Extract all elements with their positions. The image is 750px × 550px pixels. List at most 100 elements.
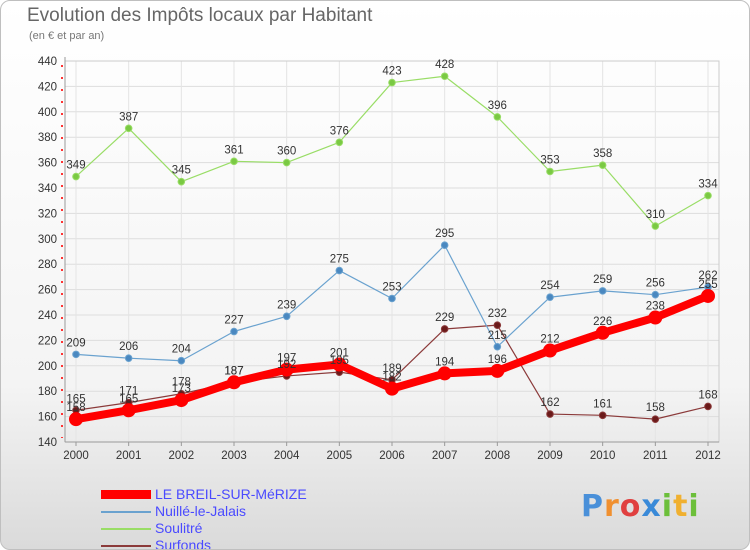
data-label: 215 [488, 330, 507, 342]
data-point [648, 310, 663, 325]
proxiti-logo: Proxiti [581, 489, 700, 524]
data-label: 206 [119, 341, 138, 353]
data-label: 262 [698, 270, 717, 282]
data-point [72, 350, 80, 359]
x-tick-label: 2012 [695, 450, 721, 462]
data-label: 227 [224, 315, 243, 327]
y-tick-label: 400 [38, 107, 57, 119]
data-label: 428 [435, 59, 454, 71]
data-point [493, 342, 502, 351]
x-tick-label: 2002 [169, 450, 195, 462]
y-tick-label: 420 [38, 81, 57, 93]
data-point [388, 294, 396, 303]
data-label: 189 [382, 363, 401, 375]
x-tick-label: 2011 [643, 450, 668, 462]
data-label: 209 [66, 337, 85, 349]
y-tick-label: 280 [38, 259, 57, 271]
data-label: 239 [277, 299, 296, 311]
data-point [701, 288, 715, 303]
data-label: 349 [66, 160, 85, 172]
data-label: 361 [224, 144, 243, 156]
data-label: 255 [698, 279, 717, 291]
y-tick-label: 440 [38, 56, 57, 68]
data-label: 201 [330, 348, 349, 360]
data-label: 358 [593, 148, 612, 160]
data-label: 182 [382, 372, 401, 384]
legend-swatch [101, 528, 151, 530]
x-tick-label: 2003 [221, 450, 247, 462]
data-point [437, 366, 452, 381]
data-label: 360 [277, 146, 296, 158]
logo-letter: o [619, 489, 642, 524]
data-label: 396 [488, 100, 507, 112]
logo-letter: t [673, 489, 689, 524]
data-label: 212 [540, 334, 559, 346]
data-point [493, 113, 502, 121]
logo-letter: x [641, 489, 662, 524]
data-label: 197 [277, 353, 296, 365]
data-label: 161 [593, 398, 612, 410]
data-point [124, 124, 133, 133]
legend-label: Surfonds [155, 537, 212, 550]
data-label: 345 [172, 165, 191, 177]
y-tick-label: 340 [38, 183, 57, 195]
legend-label: Nuillé-le-Jalais [155, 503, 247, 519]
legend-swatch [101, 490, 151, 499]
y-tick-label: 180 [38, 386, 57, 398]
chart-title: Evolution des Impôts locaux par Habitant [27, 5, 373, 26]
data-point [124, 354, 133, 362]
data-label: 165 [66, 393, 85, 405]
data-label: 423 [382, 66, 401, 78]
data-point [546, 167, 554, 176]
data-point [440, 72, 449, 81]
chart-subtitle: (en € et par an) [29, 30, 105, 42]
data-label: 187 [224, 365, 243, 377]
data-label: 238 [646, 301, 665, 313]
y-tick-label: 160 [38, 412, 57, 424]
data-point [493, 321, 502, 329]
data-point [598, 287, 607, 295]
legend-label: Soulitré [155, 520, 203, 536]
logo-letter: r [604, 489, 620, 524]
data-point [230, 327, 238, 336]
data-label: 204 [172, 344, 192, 356]
data-point [69, 412, 83, 427]
y-tick-label: 380 [38, 132, 57, 144]
data-point [282, 312, 291, 321]
data-point [279, 362, 294, 377]
data-point [335, 138, 344, 147]
data-point [546, 410, 554, 418]
data-label: 232 [488, 308, 507, 320]
x-tick-label: 2004 [274, 450, 300, 462]
data-label: 253 [382, 281, 401, 293]
data-point [72, 172, 80, 181]
x-tick-label: 2005 [327, 450, 353, 462]
data-label: 195 [330, 355, 349, 367]
data-point [440, 241, 449, 249]
data-label: 187 [224, 365, 243, 377]
data-label: 295 [435, 228, 454, 240]
data-label: 165 [119, 393, 138, 405]
data-point [598, 411, 607, 420]
y-tick-label: 320 [38, 208, 57, 220]
data-point [332, 357, 347, 372]
data-label: 171 [119, 386, 138, 398]
data-point [440, 325, 449, 333]
data-label: 158 [66, 402, 85, 414]
data-label: 168 [698, 389, 717, 401]
data-label: 259 [593, 274, 612, 286]
y-tick-label: 220 [38, 335, 57, 347]
legend-swatch [101, 545, 151, 547]
data-point [595, 325, 610, 340]
data-label: 353 [540, 154, 559, 166]
data-point [490, 363, 505, 378]
x-tick-label: 2010 [590, 450, 616, 462]
data-point [546, 293, 554, 302]
data-point [177, 356, 186, 365]
data-point [543, 343, 557, 358]
x-tick-label: 2000 [63, 450, 89, 462]
data-point [651, 222, 660, 230]
y-tick-label: 300 [38, 234, 57, 246]
data-point [230, 157, 238, 166]
